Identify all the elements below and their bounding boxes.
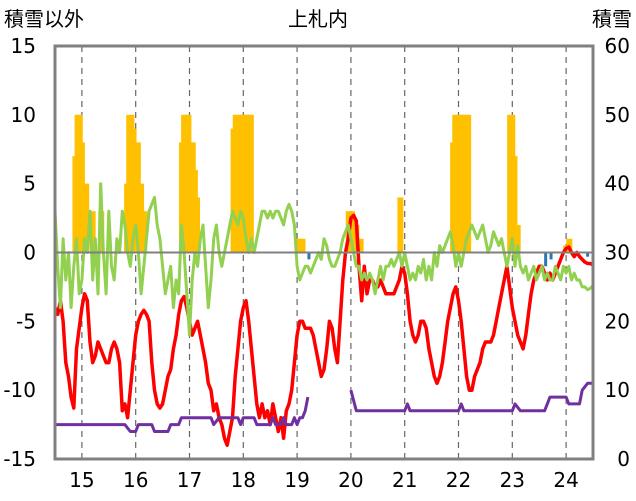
left-y-tick-3: 0 [23, 241, 36, 265]
precip-bar-13 [134, 142, 141, 253]
snow_depth-line-1 [349, 381, 593, 413]
snow_depth-line-0 [55, 396, 310, 433]
left-axis-label: 積雪以外 [4, 7, 84, 31]
left-y-tick-4: -5 [16, 309, 36, 333]
right-y-tick-5: 10 [605, 378, 630, 402]
x-tick-23: 23 [500, 468, 525, 492]
precip-bar-32 [247, 114, 254, 253]
precip-neg-bar-1 [544, 252, 548, 267]
x-tick-19: 19 [284, 468, 309, 492]
precip-bar-6 [89, 211, 96, 253]
right-y-tick-4: 20 [605, 309, 630, 333]
wind-line-0 [53, 182, 595, 337]
precip-bar-5 [83, 183, 90, 253]
right-y-tick-3: 30 [605, 241, 630, 265]
right-y-tick-0: 60 [605, 34, 630, 58]
x-tick-20: 20 [338, 468, 363, 492]
left-y-tick-1: 10 [11, 103, 36, 127]
x-tick-24: 24 [553, 468, 578, 492]
precip-neg-bar-3 [586, 252, 590, 257]
precip-bar-50 [511, 156, 518, 253]
right-axis-label: 積雪 [592, 7, 632, 31]
temperature-line-0 [53, 213, 594, 447]
left-y-tick-0: 15 [11, 34, 36, 58]
precip-neg-bar-0 [307, 252, 311, 260]
right-y-tick-1: 50 [605, 103, 630, 127]
left-y-tick-2: 5 [23, 172, 36, 196]
x-tick-22: 22 [446, 468, 471, 492]
x-tick-17: 17 [177, 468, 202, 492]
left-y-tick-5: -10 [3, 378, 36, 402]
precip-bar-23 [194, 197, 201, 253]
left-y-tick-6: -15 [3, 447, 36, 471]
precip-bar-39 [397, 197, 404, 253]
right-y-ticks: 60 50 40 30 20 10 0 [605, 34, 630, 471]
right-y-tick-2: 40 [605, 172, 630, 196]
precip-bar-51 [514, 224, 521, 253]
right-y-tick-6: 0 [617, 447, 630, 471]
precip-bar-34 [299, 238, 306, 253]
precip-bar-36 [348, 211, 355, 253]
chart-title: 上札内 [288, 7, 348, 31]
x-ticks: 15 16 17 18 19 20 21 22 23 24 [69, 468, 579, 492]
precip-neg-bar-2 [549, 252, 553, 260]
precipitation-bars [72, 114, 590, 267]
precip-bar-33 [296, 238, 303, 253]
plot-border [53, 44, 595, 461]
x-tick-15: 15 [69, 468, 94, 492]
x-tick-18: 18 [231, 468, 256, 492]
series-lines [53, 182, 595, 447]
plot-frame [53, 44, 595, 461]
left-y-ticks: 15 10 5 0 -5 -10 -15 [3, 34, 36, 471]
precip-bar-47 [465, 114, 472, 253]
x-tick-21: 21 [392, 468, 417, 492]
precip-bar-14 [138, 183, 145, 253]
x-tick-16: 16 [123, 468, 148, 492]
precip-bar-38 [357, 238, 364, 253]
precip-bar-15 [141, 211, 148, 253]
